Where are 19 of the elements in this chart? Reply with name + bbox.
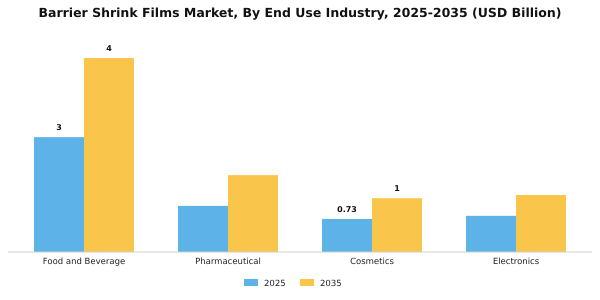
bar [34,137,84,252]
x-tick-label: Food and Beverage [42,257,126,267]
chart-title: Barrier Shrink Films Market, By End Use Industry, 2025-2035 (USD Billion) [38,5,562,20]
data-label: 0.73 [337,204,357,214]
data-label: 1 [394,184,400,194]
data-label: 3 [56,123,62,132]
x-tick-label: Cosmetics [350,257,395,267]
bar [178,206,228,252]
bar [516,195,566,252]
bar [466,216,516,252]
legend-label: 2035 [320,279,342,289]
bar [322,218,372,252]
legend-label: 2025 [264,279,286,289]
x-tick-label: Electronics [492,257,540,267]
x-tick-label: Pharmaceutical [195,257,261,267]
bar [372,198,422,252]
bar [228,175,278,252]
data-label: 4 [106,44,112,53]
bar [84,58,134,252]
